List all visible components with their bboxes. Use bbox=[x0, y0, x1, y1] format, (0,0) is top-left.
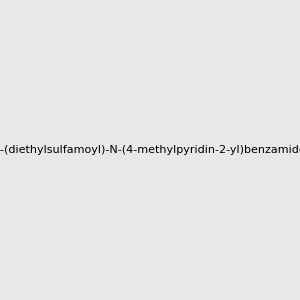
Text: 3-(diethylsulfamoyl)-N-(4-methylpyridin-2-yl)benzamide: 3-(diethylsulfamoyl)-N-(4-methylpyridin-… bbox=[0, 145, 300, 155]
